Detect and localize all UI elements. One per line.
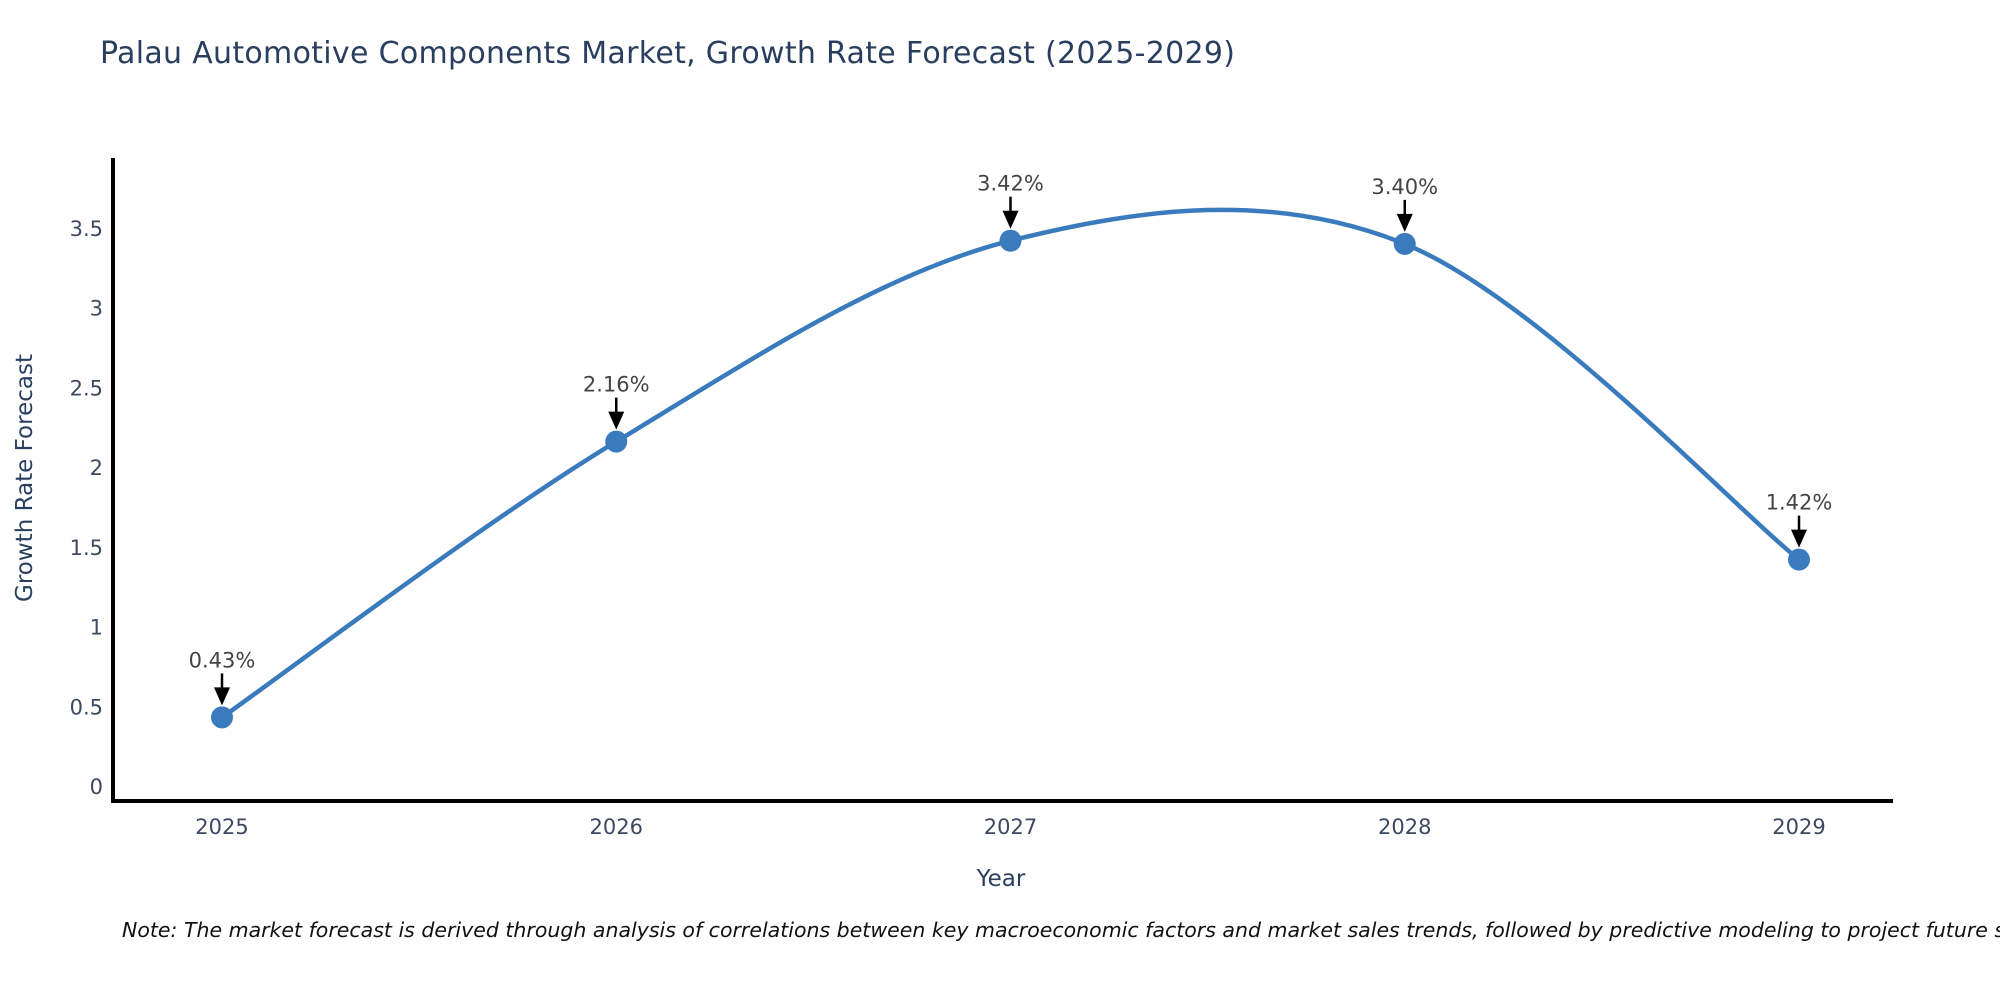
data-point-marker <box>1788 548 1810 571</box>
data-point-marker <box>605 430 628 453</box>
y-tick-label: 2.5 <box>70 376 103 400</box>
y-axis-ticks: 0 0.5 1 1.5 2 2.5 3 3.5 <box>70 217 103 799</box>
annotation-label: 3.40% <box>1371 175 1438 199</box>
annotation-label: 0.43% <box>189 648 256 672</box>
annotation-arrowhead <box>214 687 230 706</box>
y-tick-label: 3.5 <box>70 217 103 241</box>
y-tick-label: 0.5 <box>70 695 103 719</box>
annotation-label: 2.16% <box>583 373 650 397</box>
annotation: 1.42% <box>1766 491 1833 548</box>
annotation: 3.42% <box>977 172 1044 229</box>
footnote: Note: The market forecast is derived thr… <box>122 918 2000 942</box>
annotation-arrowhead <box>1002 210 1019 229</box>
data-point-marker <box>1393 232 1416 255</box>
x-axis-ticks: 2025 2026 2027 2028 2029 <box>195 815 1825 839</box>
y-tick-label: 1.5 <box>70 536 103 560</box>
series-growth-rate-forecast <box>211 207 1810 729</box>
annotation: 3.40% <box>1371 175 1438 232</box>
y-tick-label: 3 <box>90 297 103 321</box>
x-tick-label: 2026 <box>590 815 643 839</box>
data-point-marker <box>211 706 233 729</box>
annotation: 0.43% <box>189 648 256 706</box>
x-tick-label: 2027 <box>984 815 1037 839</box>
x-tick-label: 2028 <box>1378 815 1431 839</box>
x-axis-title: Year <box>976 866 1026 892</box>
annotation: 2.16% <box>583 373 650 430</box>
annotation-label: 3.42% <box>977 172 1044 196</box>
data-point-annotations: 0.43% 2.16% 3.42% 3.40% 1.42% <box>189 172 1833 706</box>
x-tick-label: 2029 <box>1772 815 1825 839</box>
annotation-label: 1.42% <box>1766 491 1833 515</box>
y-tick-label: 1 <box>90 616 103 640</box>
chart-title: Palau Automotive Components Market, Grow… <box>100 36 1236 71</box>
data-point-marker <box>999 229 1022 252</box>
y-tick-label: 2 <box>90 456 103 480</box>
y-tick-label: 0 <box>90 775 103 799</box>
x-tick-label: 2025 <box>195 815 248 839</box>
series-line <box>219 207 1802 720</box>
annotation-arrowhead <box>1791 529 1807 548</box>
y-axis-title: Growth Rate Forecast <box>12 354 38 602</box>
annotation-arrowhead <box>1396 213 1413 232</box>
annotation-arrowhead <box>608 411 625 430</box>
